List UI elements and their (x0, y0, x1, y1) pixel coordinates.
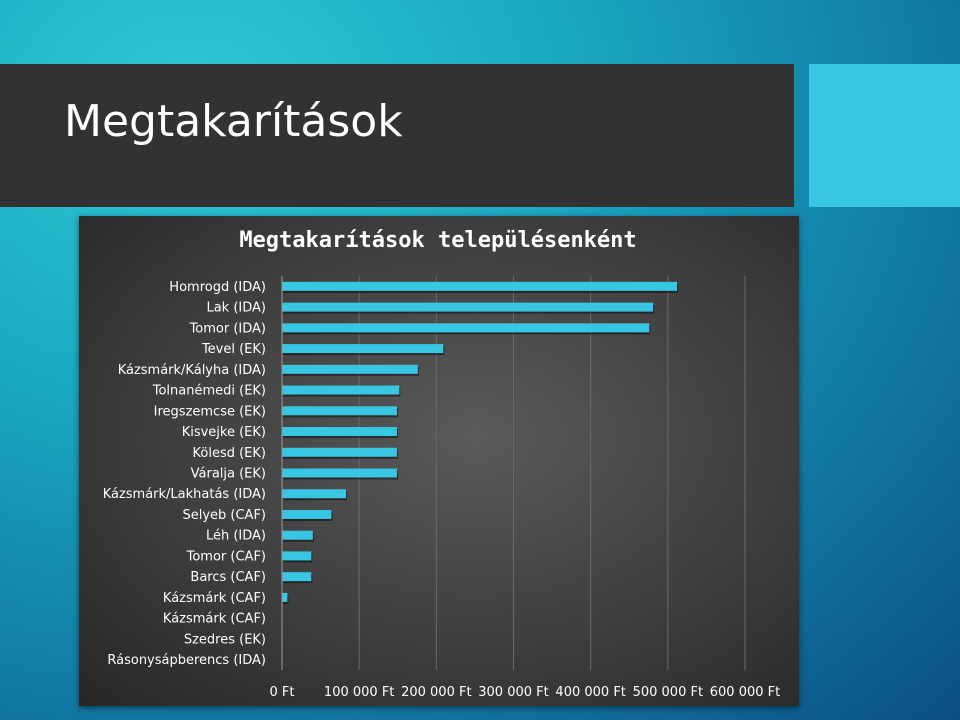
category-label: Léh (IDA) (206, 529, 266, 544)
slide-title: Megtakarítások (64, 96, 403, 147)
chart-title: Megtakarítások településenként (239, 228, 637, 253)
bar (282, 592, 288, 602)
bar (282, 385, 400, 395)
bar (282, 364, 418, 374)
bar (282, 551, 312, 561)
category-label: Kázsmárk/Lakhatás (IDA) (103, 487, 266, 502)
x-tick-label: 200 000 Ft (401, 685, 471, 700)
bar (282, 302, 654, 312)
chart-panel (79, 216, 799, 706)
x-tick-label: 0 Ft (270, 685, 295, 700)
category-label: Selyeb (CAF) (182, 508, 266, 523)
category-label: Tolnanémedi (EK) (152, 384, 266, 399)
category-label: Homrogd (IDA) (169, 280, 266, 295)
bar (282, 489, 347, 499)
x-tick-label: 600 000 Ft (710, 685, 780, 700)
bar (282, 572, 312, 582)
bar (282, 406, 397, 416)
category-label: Barcs (CAF) (190, 570, 266, 585)
bar (282, 447, 397, 457)
category-label: Iregszemcse (EK) (154, 404, 266, 419)
bar (282, 468, 397, 478)
bars (282, 281, 679, 604)
category-label: Lak (IDA) (206, 301, 266, 316)
bar (282, 344, 444, 354)
bar (282, 323, 650, 333)
category-label: Kisvejke (EK) (182, 425, 266, 440)
x-tick-label: 300 000 Ft (478, 685, 548, 700)
x-tick-label: 400 000 Ft (555, 685, 625, 700)
bar (282, 281, 678, 291)
category-label: Tomor (IDA) (189, 321, 266, 336)
category-label: Tevel (EK) (201, 342, 266, 357)
category-label: Kölesd (EK) (193, 446, 266, 461)
x-tick-labels: 0 Ft 100 000 Ft 200 000 Ft 300 000 Ft 400 00… (270, 685, 781, 700)
x-tick-label: 500 000 Ft (633, 685, 703, 700)
category-label: Kázsmárk (CAF) (163, 612, 266, 627)
category-label: Váralja (EK) (191, 467, 266, 482)
title-band (0, 64, 794, 207)
category-label: Kázsmárk (CAF) (163, 591, 266, 606)
category-label: Szedres (EK) (184, 632, 266, 647)
category-label: Tomor (CAF) (186, 549, 266, 564)
bar (282, 427, 397, 437)
bar (282, 509, 332, 519)
gridlines (358, 276, 746, 670)
category-label: Rásonysápberencs (IDA) (107, 653, 266, 668)
accent-block (809, 64, 960, 207)
category-label: Kázsmárk/Kályha (IDA) (118, 363, 266, 378)
category-labels: Homrogd (IDA) Lak (IDA) Tomor (IDA) Tevel (… (103, 280, 266, 668)
x-tick-label: 100 000 Ft (324, 685, 394, 700)
bar (282, 530, 313, 540)
